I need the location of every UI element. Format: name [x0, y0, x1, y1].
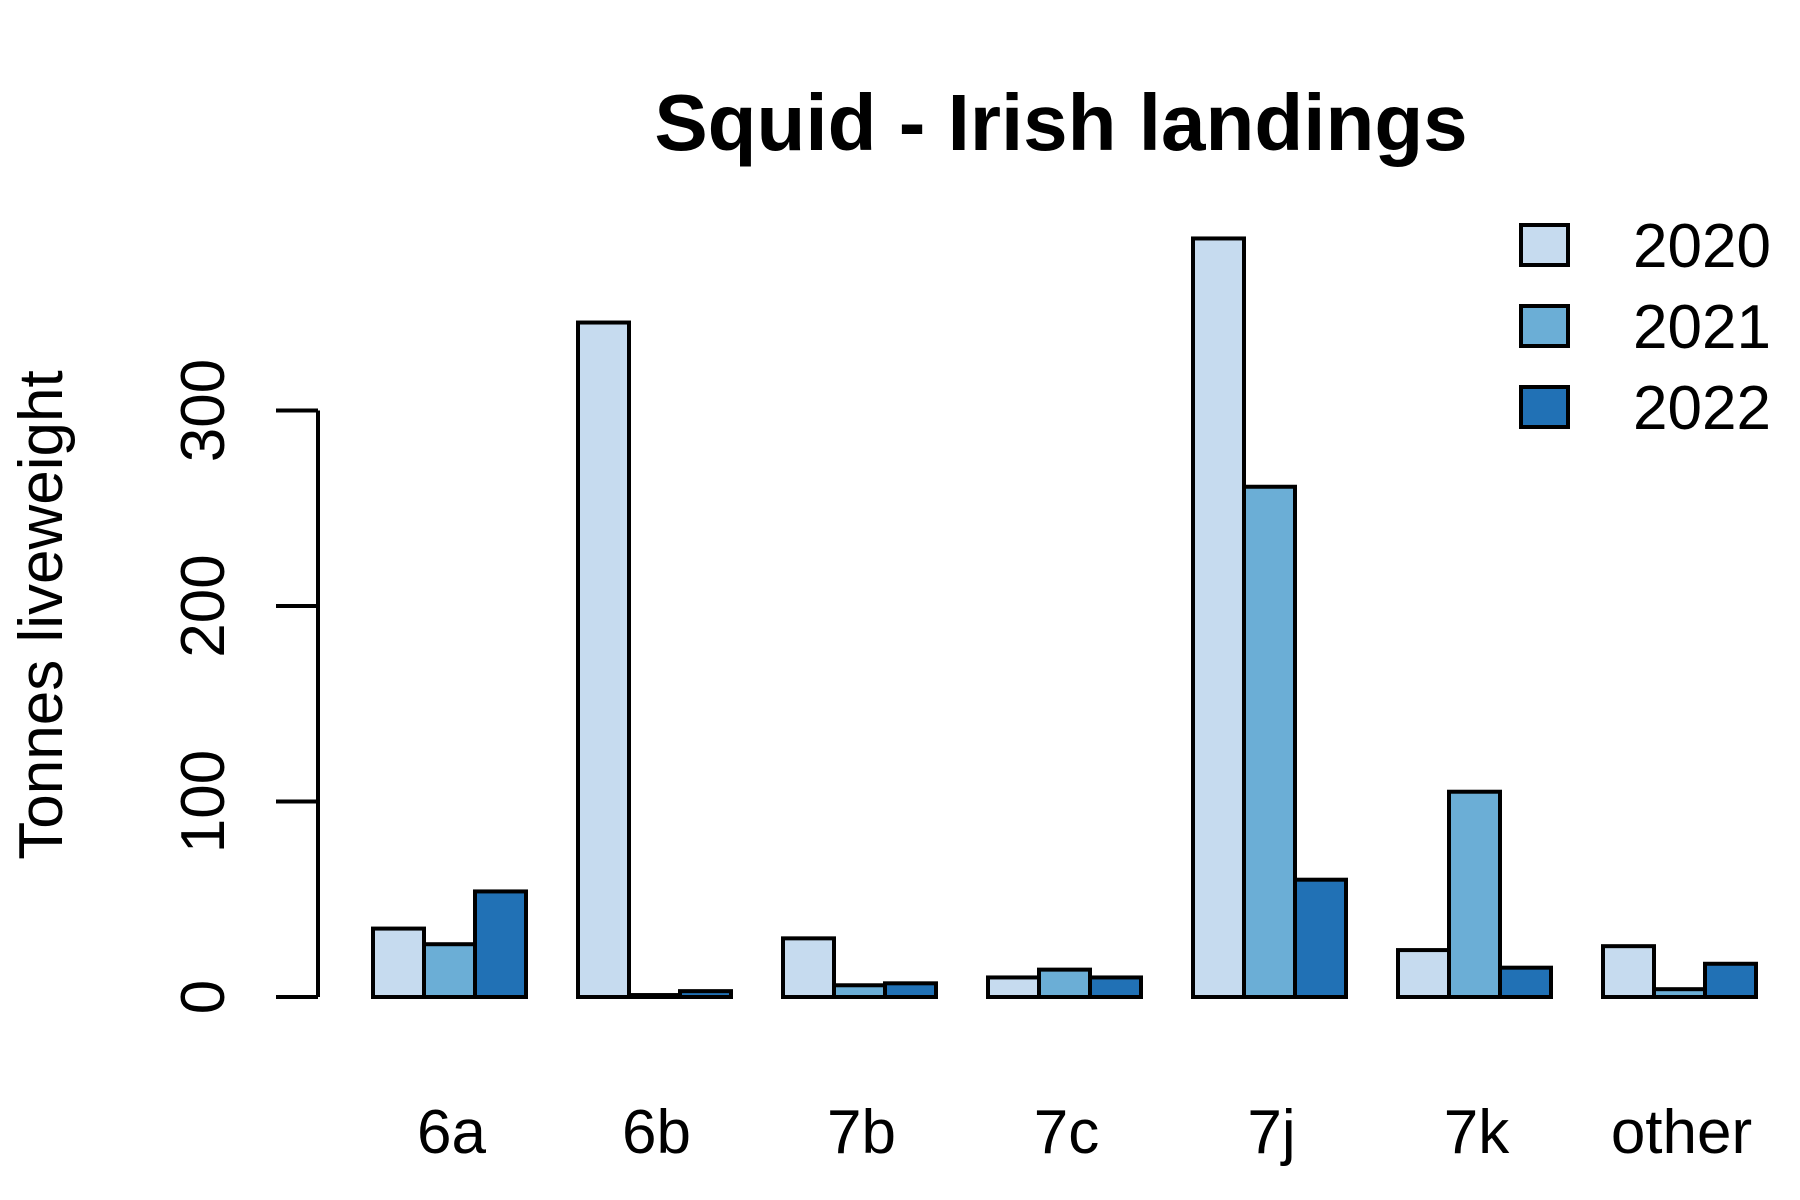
bar-6b-2022 [678, 989, 733, 1000]
bar-6a-2020 [371, 926, 426, 1000]
x-tick-label: other [1611, 1098, 1752, 1167]
y-axis-label: Tonnes liveweight [7, 370, 76, 859]
y-tick-label: 200 [169, 554, 238, 657]
legend-swatch [1519, 385, 1570, 429]
y-tick-label: 300 [169, 359, 238, 462]
bar-7k-2022 [1498, 965, 1553, 999]
bar-other-2020 [1601, 944, 1656, 999]
legend-label: 2021 [1633, 293, 1771, 362]
x-tick-label: 7k [1444, 1098, 1510, 1167]
x-tick-label: 6a [417, 1098, 486, 1167]
x-tick-label: 7c [1034, 1098, 1099, 1167]
bar-7k-2021 [1447, 789, 1502, 999]
bar-7b-2020 [781, 936, 836, 999]
legend-label: 2022 [1633, 374, 1771, 443]
bar-7c-2020 [986, 975, 1041, 1000]
y-tick-label: 0 [169, 980, 238, 1014]
bar-7c-2021 [1037, 967, 1092, 1000]
chart-title: Squid - Irish landings [654, 78, 1467, 167]
bar-7b-2021 [832, 983, 887, 1000]
y-tick-label: 100 [169, 750, 238, 853]
bar-other-2021 [1652, 987, 1707, 999]
bar-7j-2020 [1191, 236, 1246, 999]
bar-6b-2021 [627, 993, 682, 999]
x-tick-label: 7b [827, 1098, 896, 1167]
category-labels: 6a 6b 7b 7c 7j 7k other [417, 1098, 1752, 1167]
bar-other-2022 [1703, 961, 1758, 1000]
x-tick-label: 7j [1247, 1098, 1295, 1167]
bar-7c-2022 [1088, 975, 1143, 1000]
bars-group [371, 236, 1758, 1000]
legend: 2020 2021 2022 [1519, 212, 1771, 443]
bar-6a-2021 [422, 942, 477, 1000]
bar-7b-2022 [883, 981, 938, 1000]
bar-6a-2022 [473, 889, 528, 999]
x-tick-label: 6b [622, 1098, 691, 1167]
bar-7j-2021 [1242, 484, 1297, 999]
legend-swatch [1519, 304, 1570, 348]
bar-6b-2020 [576, 320, 631, 999]
legend-label: 2020 [1633, 212, 1771, 281]
bar-7j-2022 [1293, 877, 1348, 1000]
legend-swatch [1519, 223, 1570, 267]
bar-7k-2020 [1396, 948, 1451, 1000]
y-axis: 0 100 200 300 [169, 359, 320, 1014]
